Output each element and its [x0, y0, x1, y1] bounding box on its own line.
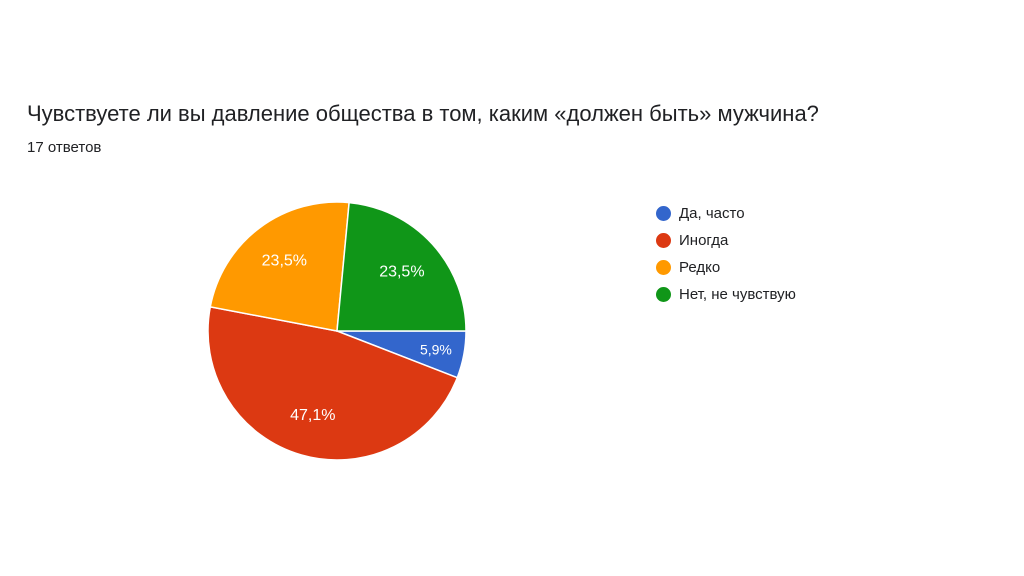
legend: Да, часто Иногда Редко Нет, не чувствую: [656, 200, 796, 308]
legend-label: Иногда: [679, 232, 729, 249]
slice-percent-label: 5,9%: [420, 342, 452, 358]
legend-item-inogda[interactable]: Иногда: [656, 227, 796, 254]
slice-redko[interactable]: [209, 201, 350, 332]
legend-swatch: [656, 206, 671, 221]
legend-label: Редко: [679, 259, 721, 276]
legend-label: Нет, не чувствую: [679, 286, 796, 303]
slice-percent-label: 23,5%: [262, 252, 307, 269]
slice-net-ne-chuvstvuyu[interactable]: [336, 201, 467, 332]
legend-swatch: [656, 287, 671, 302]
slice-inogda[interactable]: [207, 305, 459, 461]
legend-item-net-ne-chuvstvuyu[interactable]: Нет, не чувствую: [656, 281, 796, 308]
legend-label: Да, часто: [679, 205, 745, 222]
legend-item-redko[interactable]: Редко: [656, 254, 796, 281]
slice-percent-label: 47,1%: [290, 407, 335, 424]
legend-swatch: [656, 260, 671, 275]
slice-percent-label: 23,5%: [379, 263, 424, 280]
response-count: 17 ответов: [27, 139, 102, 156]
legend-swatch: [656, 233, 671, 248]
legend-item-da-chasto[interactable]: Да, часто: [656, 200, 796, 227]
chart-title: Чувствуете ли вы давление общества в том…: [27, 101, 819, 126]
